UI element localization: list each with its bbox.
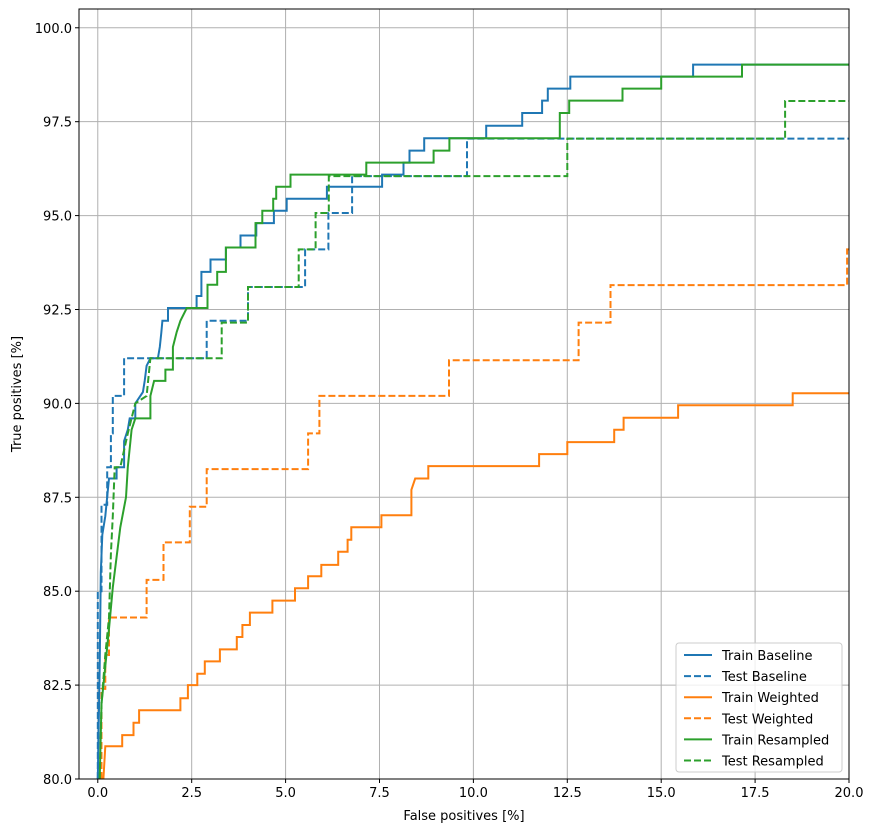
y-tick-label: 97.5 xyxy=(43,116,72,131)
x-tick-label: 2.5 xyxy=(181,786,202,801)
x-tick-label: 12.5 xyxy=(553,786,582,801)
x-tick-label: 0.0 xyxy=(87,786,108,801)
series-line-test-resampled xyxy=(98,100,849,779)
x-axis: 0.0 2.5 5.0 7.5 10.0 12.5 15.0 17.5 20.0 xyxy=(87,779,863,801)
x-axis-label: False positives [%] xyxy=(403,809,524,824)
y-tick-label: 87.5 xyxy=(43,491,72,506)
legend-label: Test Baseline xyxy=(721,670,807,685)
plot-frame xyxy=(78,8,850,780)
y-axis: 80.0 82.5 85.0 87.5 90.0 92.5 95.0 97.5 100.0 xyxy=(35,22,79,788)
y-tick-label: 80.0 xyxy=(43,773,72,788)
legend-label: Test Weighted xyxy=(721,712,813,727)
legend-label: Train Weighted xyxy=(721,691,819,706)
series-line-train-weighted xyxy=(102,392,849,779)
y-tick-label: 82.5 xyxy=(43,679,72,694)
y-tick-label: 90.0 xyxy=(43,397,72,412)
x-tick-label: 15.0 xyxy=(647,786,676,801)
series-line-test-baseline xyxy=(96,137,849,779)
series-line-train-resampled xyxy=(98,63,849,779)
legend: Train Baseline Test Baseline Train Weighte… xyxy=(675,642,843,773)
y-tick-label: 95.0 xyxy=(43,210,72,225)
grid xyxy=(79,9,850,780)
y-tick-label: 85.0 xyxy=(43,585,72,600)
legend-label: Test Resampled xyxy=(721,755,824,770)
y-tick-label: 100.0 xyxy=(35,22,72,37)
y-axis-label: True positives [%] xyxy=(10,336,25,453)
x-tick-label: 17.5 xyxy=(741,786,770,801)
x-tick-label: 20.0 xyxy=(835,786,864,801)
x-tick-label: 10.0 xyxy=(459,786,488,801)
series-layer xyxy=(96,63,849,779)
x-tick-label: 5.0 xyxy=(275,786,296,801)
y-tick-label: 92.5 xyxy=(43,303,72,318)
series-line-test-weighted xyxy=(100,248,849,779)
legend-box xyxy=(675,642,843,773)
legend-label: Train Resampled xyxy=(721,733,829,748)
x-tick-label: 7.5 xyxy=(369,786,390,801)
legend-label: Train Baseline xyxy=(721,649,812,664)
